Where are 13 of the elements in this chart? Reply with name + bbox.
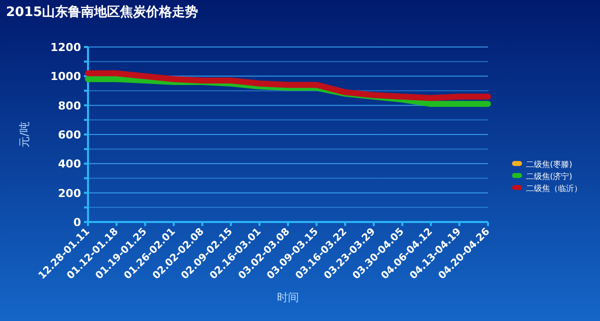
x-axis-title: 时间 [277, 291, 299, 304]
legend-label: 二级焦（临沂） [526, 184, 582, 193]
y-tick-label: 800 [58, 99, 82, 112]
title: 2015山东鲁南地区焦炭价格走势 [6, 5, 198, 20]
y-tick-label: 200 [58, 186, 82, 200]
y-tick-label: 600 [58, 128, 82, 142]
y-tick-label: 0 [73, 216, 82, 229]
legend-label: 二级焦(枣滕) [526, 160, 572, 169]
y-axis-title: 元/吨 [18, 122, 31, 148]
legend-label: 二级焦(济宁) [526, 172, 572, 181]
y-tick-label: 400 [58, 158, 82, 171]
y-tick-label: 1000 [50, 70, 82, 84]
y-tick-label: 1200 [50, 41, 82, 54]
